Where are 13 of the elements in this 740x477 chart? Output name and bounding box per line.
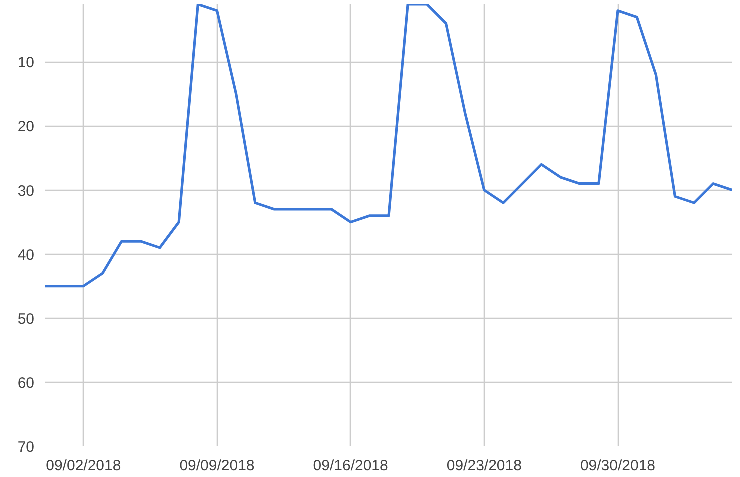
y-tick-label: 40 <box>18 246 35 264</box>
y-tick-label: 50 <box>18 310 35 328</box>
y-tick-label: 60 <box>18 374 35 392</box>
x-tick-label: 09/09/2018 <box>180 458 255 474</box>
x-tick-label: 09/02/2018 <box>46 458 122 474</box>
y-tick-label: 10 <box>18 54 35 72</box>
line-series <box>46 4 732 288</box>
y-tick-label: 30 <box>18 182 35 200</box>
x-tick-label: 09/23/2018 <box>446 458 522 474</box>
x-tick-label: 09/16/2018 <box>313 458 388 474</box>
y-tick-label: 20 <box>18 118 35 136</box>
y-tick-label: 70 <box>18 439 35 456</box>
x-tick-label: 09/30/2018 <box>580 458 656 474</box>
